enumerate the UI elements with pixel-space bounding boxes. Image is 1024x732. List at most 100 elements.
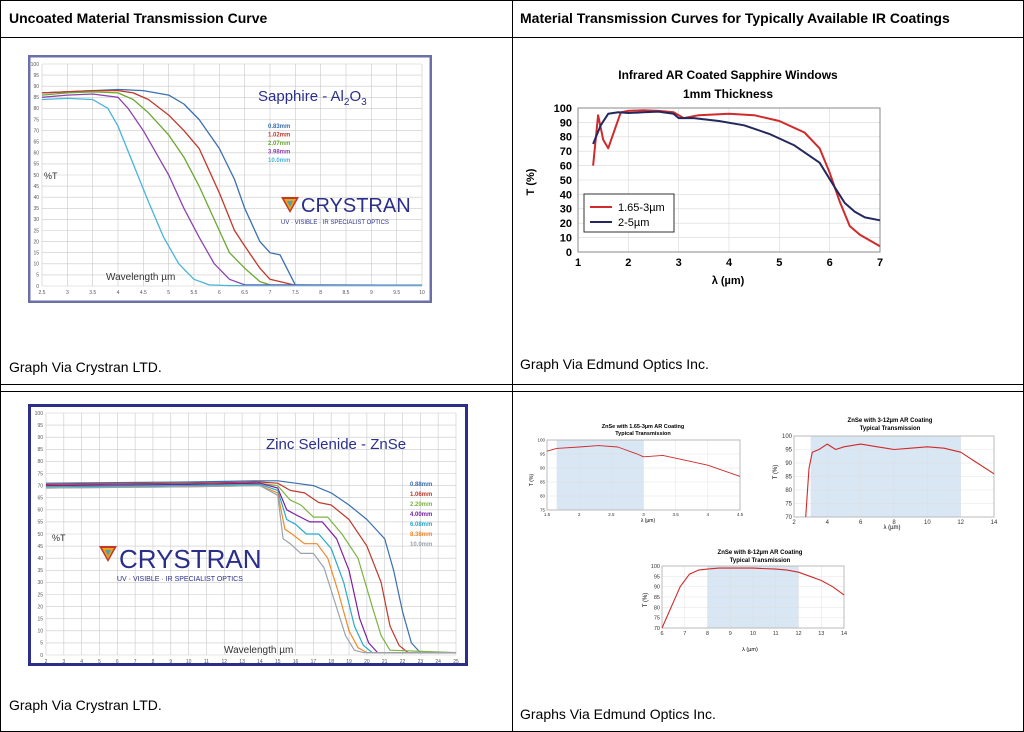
- y-tick-label: 25: [37, 592, 43, 598]
- y-tick-label: 95: [37, 423, 43, 429]
- chart-title-line1: ZnSe with 8-12µm AR Coating: [718, 550, 803, 556]
- y-tick-label: 70: [785, 515, 792, 521]
- x-tick-label: 2.5: [39, 290, 46, 296]
- legend-label-1.02mm: 1.02mm: [268, 133, 290, 139]
- y-tick-label: 55: [33, 162, 39, 168]
- y-tick-label: 20: [560, 218, 572, 230]
- series-line-0.83mm: [41, 88, 422, 286]
- chart-title: Zinc Selenide - ZnSe: [266, 436, 406, 453]
- row-divider-top: [1, 384, 1023, 385]
- series-line-10.0mm: [45, 484, 456, 654]
- y-tick-label: 100: [35, 411, 44, 417]
- x-tick-label: 25: [453, 659, 459, 665]
- x-tick-label: 9: [169, 659, 172, 665]
- y-tick-label: 100: [31, 62, 40, 68]
- y-tick-label: 75: [654, 616, 660, 622]
- x-axis-label: λ (µm): [742, 647, 758, 653]
- sapphire-transmission-chart: 0510152025303540455055606570758085909510…: [28, 55, 432, 303]
- y-axis-label: T (%): [773, 465, 779, 480]
- x-tick-label: 6: [660, 631, 663, 637]
- row-divider-bottom: [1, 391, 1023, 392]
- x-tick-label: 3: [642, 512, 645, 517]
- x-tick-label: 12: [957, 520, 964, 526]
- y-tick-label: 75: [37, 471, 43, 477]
- x-tick-label: 4: [117, 290, 120, 296]
- y-tick-label: 0: [36, 284, 39, 290]
- x-tick-label: 8: [892, 520, 896, 526]
- series-line-6.08mm: [45, 483, 456, 654]
- x-tick-label: 3.5: [89, 290, 96, 296]
- legend-label-10.0mm: 10.0mm: [268, 158, 290, 164]
- plot-area: [577, 107, 881, 253]
- legend-box: [583, 193, 675, 233]
- y-tick-label: 100: [537, 438, 545, 443]
- y-tick-label: 35: [33, 206, 39, 212]
- y-tick-label: 30: [560, 204, 572, 216]
- znse-1-65-3-chart: ZnSe with 1.65-3µm AR Coating Typical Tr…: [529, 424, 744, 524]
- y-tick-label: 50: [560, 175, 572, 187]
- series-line-3.98mm: [41, 93, 423, 286]
- legend-label-1.65-3µm: 1.65-3µm: [618, 202, 665, 214]
- x-tick-label: 7.5: [292, 290, 299, 296]
- crystran-logo: CRYSTRAN UV · VISIBLE · IR SPECIALIST OP…: [99, 544, 262, 583]
- header-coatings: Material Transmission Curves for Typical…: [520, 10, 950, 26]
- x-tick-label: 2: [625, 257, 631, 269]
- x-tick-label: 14: [841, 631, 847, 637]
- header-uncoated: Uncoated Material Transmission Curve: [9, 10, 268, 26]
- y-tick-label: 10: [33, 262, 39, 268]
- chart-title-line2: Typical Transmission: [860, 426, 921, 432]
- x-tick-label: 18: [328, 659, 334, 665]
- x-tick-label: 10: [186, 659, 192, 665]
- series-line-0: [805, 443, 995, 518]
- series-line-4.00mm: [45, 482, 456, 654]
- x-tick-label: 3.5: [673, 512, 680, 517]
- y-tick-label: 75: [785, 502, 792, 508]
- y-tick-label: 70: [33, 128, 39, 134]
- x-tick-label: 10: [750, 631, 756, 637]
- y-tick-label: 85: [785, 475, 792, 481]
- legend-label-0.88mm: 0.88mm: [410, 482, 432, 488]
- y-tick-label: 0: [566, 247, 572, 259]
- x-tick-label: 1.5: [544, 512, 551, 517]
- x-tick-label: 11: [204, 659, 209, 665]
- y-tick-label: 95: [540, 452, 546, 457]
- x-tick-label: 8: [152, 659, 155, 665]
- legend-label-3.98mm: 3.98mm: [268, 150, 290, 156]
- chart-title-line2: Typical Transmission: [730, 558, 791, 564]
- y-tick-label: 30: [37, 580, 43, 586]
- y-tick-label: 80: [560, 132, 572, 144]
- x-tick-label: 8: [319, 290, 322, 296]
- column-divider: [512, 1, 513, 731]
- x-tick-label: 6: [218, 290, 221, 296]
- y-tick-label: 95: [654, 574, 660, 580]
- y-tick-label: 90: [37, 435, 43, 441]
- znse-8-12-chart: ZnSe with 8-12µm AR Coating Typical Tran…: [643, 550, 847, 653]
- chart-title-line1: ZnSe with 3-12µm AR Coating: [848, 418, 933, 424]
- coating-band: [556, 440, 644, 510]
- y-tick-label: 5: [40, 641, 43, 647]
- x-tick-label: 9: [729, 631, 732, 637]
- caption-top-right: Graph Via Edmund Optics Inc.: [520, 356, 709, 372]
- y-tick-label: 65: [37, 495, 43, 501]
- x-tick-label: 8: [706, 631, 709, 637]
- crystran-logo: CRYSTRAN UV · VISIBLE · IR SPECIALIST OP…: [281, 195, 411, 226]
- x-tick-label: 12: [795, 631, 801, 637]
- logo-name: CRYSTRAN: [301, 195, 411, 217]
- series-line-0: [661, 567, 845, 629]
- series-line-10.0mm: [41, 97, 422, 287]
- y-tick-label: 45: [33, 184, 39, 190]
- x-tick-label: 10: [924, 520, 931, 526]
- y-tick-label: 100: [782, 434, 793, 440]
- y-tick-label: 85: [33, 95, 39, 101]
- y-tick-label: 40: [33, 195, 39, 201]
- x-tick-label: 15: [275, 659, 281, 665]
- series-line-1.02mm: [41, 89, 422, 286]
- x-tick-label: 4: [826, 520, 830, 526]
- x-tick-label: 2.5: [608, 512, 615, 517]
- y-tick-label: 50: [33, 173, 39, 179]
- y-tick-label: 100: [554, 103, 572, 115]
- x-tick-label: 9.5: [393, 290, 400, 296]
- x-tick-label: 7: [877, 257, 883, 269]
- x-tick-label: 23: [418, 659, 424, 665]
- chart-title-line2: Typical Transmission: [615, 431, 671, 437]
